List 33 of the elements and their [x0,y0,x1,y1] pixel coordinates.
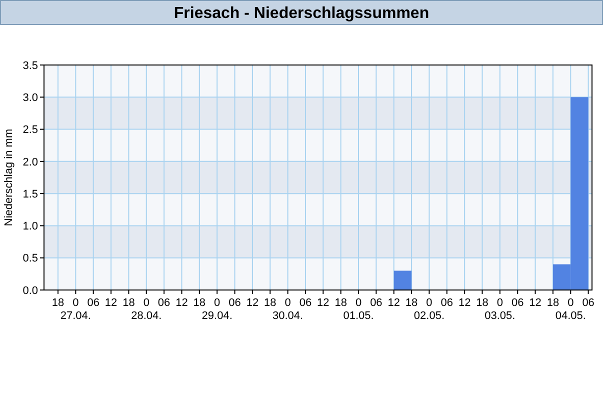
x-tick-label: 06 [582,297,594,309]
x-tick-label: 18 [193,297,206,309]
y-axis-title: Niederschlag in mm [3,128,15,226]
x-tick-label: 06 [370,297,382,309]
x-tick-label: 06 [87,297,100,309]
y-tick-label: 0.5 [22,252,38,265]
x-tick-label: 06 [440,297,454,309]
y-tick-label: 3.5 [22,60,38,72]
x-tick-label: 12 [246,297,259,309]
y-tick-label: 3.0 [22,92,38,104]
x-tick-label: 18 [264,297,276,309]
chart-title: Friesach - Niederschlagssummen [174,5,430,22]
x-tick-label: 12 [388,297,400,309]
x-tick-label: 12 [104,297,118,309]
x-tick-label: 12 [176,297,188,309]
x-tick-label: 06 [299,297,312,309]
x-tick-label: 18 [476,297,488,309]
y-tick-label: 1.0 [22,220,38,233]
x-tick-label: 18 [122,297,135,309]
y-tick-label: 2.5 [22,124,38,136]
y-tick-label: 2.0 [22,156,38,168]
x-tick-label: 18 [546,297,560,309]
x-tick-label: 18 [405,297,418,309]
x-tick-label: 06 [158,297,170,309]
x-tick-label: 12 [317,297,330,309]
x-tick-label: 12 [458,297,471,309]
x-tick-label: 18 [334,297,347,309]
y-tick-label: 1.5 [22,188,38,200]
x-tick-label: 06 [228,297,241,309]
x-tick-label: 18 [52,297,64,309]
x-tick-label: 06 [511,297,524,309]
y-tick-label: 0.0 [22,284,38,297]
x-tick-label: 12 [529,297,542,309]
